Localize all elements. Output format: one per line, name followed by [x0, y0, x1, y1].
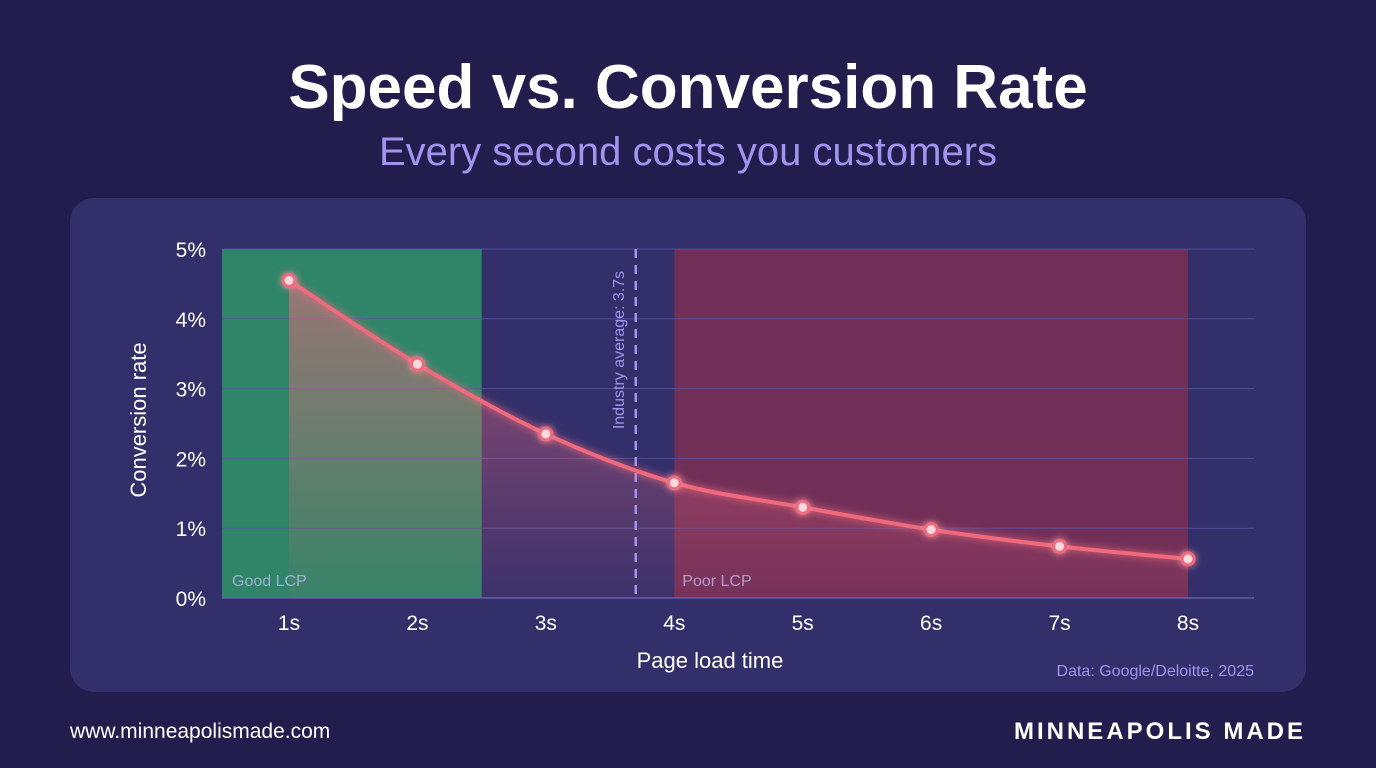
data-point: [1052, 538, 1068, 554]
y-tick-label: 1%: [176, 518, 206, 541]
y-tick-label: 0%: [176, 588, 206, 611]
data-point: [795, 499, 811, 515]
chart-subtitle: Every second costs you customers: [378, 130, 998, 174]
x-tick-label: 5s: [792, 612, 814, 635]
footer-url[interactable]: www.minneapolismade.com: [70, 720, 331, 743]
y-tick-label: 4%: [176, 309, 206, 332]
data-point: [1180, 551, 1196, 567]
footer-brand: MINNEAPOLIS MADE: [1013, 718, 1306, 745]
y-tick-label: 3%: [176, 379, 206, 402]
x-tick-label: 7s: [1048, 612, 1070, 635]
data-point: [923, 522, 939, 538]
data-point: [538, 426, 554, 442]
zone-label: Poor LCP: [682, 573, 751, 590]
zone-label: Good LCP: [232, 573, 307, 590]
y-axis-title: Conversion rate: [126, 342, 151, 497]
x-tick-label: 3s: [535, 612, 557, 635]
data-point: [281, 272, 297, 288]
x-axis-title: Page load time: [637, 648, 784, 673]
series-line: [287, 278, 1190, 561]
x-tick-label: 6s: [920, 612, 942, 635]
data-point: [409, 356, 425, 372]
series-area: [289, 280, 1188, 598]
y-tick-label: 5%: [176, 239, 206, 262]
x-tick-label: 8s: [1177, 612, 1199, 635]
reference-line-label: Industry average: 3.7s: [611, 271, 628, 429]
chart-title: Speed vs. Conversion Rate: [288, 53, 1088, 122]
source-note: Data: Google/Deloitte, 2025: [1057, 663, 1255, 680]
y-tick-label: 2%: [176, 448, 206, 471]
x-tick-label: 4s: [663, 612, 685, 635]
data-point: [666, 475, 682, 491]
x-tick-label: 1s: [278, 612, 300, 635]
x-tick-label: 2s: [406, 612, 428, 635]
